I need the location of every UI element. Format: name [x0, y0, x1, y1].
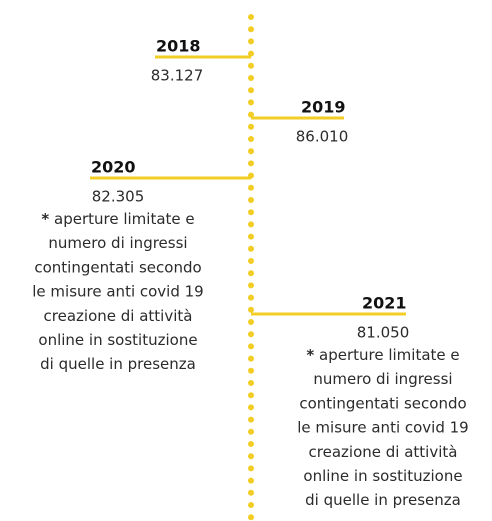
note-text: creazione di attività [44, 306, 193, 324]
note-line: di quelle in presenza [305, 491, 461, 509]
timeline-dot [248, 160, 254, 167]
timeline-dot [248, 306, 254, 313]
timeline-dot [248, 209, 254, 216]
note-text: numero di ingressi [313, 370, 452, 388]
year-label: 2019 [301, 98, 346, 117]
timeline-dot [248, 258, 254, 264]
timeline-dot [248, 453, 254, 460]
note-line: di quelle in presenza [40, 355, 196, 373]
note-text: numero di ingressi [48, 234, 187, 252]
timeline-dot [248, 75, 254, 81]
timeline-dot [248, 367, 254, 374]
value-label: 82.305 [92, 188, 145, 206]
timeline-dot [248, 62, 254, 69]
timeline-dot [248, 465, 254, 472]
timeline-dot [248, 294, 254, 301]
note-text: creazione di attività [309, 442, 458, 460]
timeline-dot [248, 331, 254, 338]
timeline-dot [248, 99, 254, 106]
note-text: le misure anti covid 19 [32, 282, 203, 300]
note-text: online in sostituzione [38, 331, 197, 349]
timeline-dot [248, 428, 254, 435]
timeline-dot [248, 477, 254, 484]
timeline-dot [248, 38, 254, 45]
timeline-dot [248, 270, 254, 277]
note-line: creazione di attività [309, 442, 458, 460]
timeline-dot [248, 111, 254, 118]
timeline-dot [248, 50, 254, 57]
timeline-dot [248, 404, 254, 411]
timeline-dot [248, 184, 254, 191]
note-marker: * [41, 210, 49, 228]
timeline-dot [248, 392, 254, 399]
value-label: 83.127 [151, 67, 204, 85]
value-label: 81.050 [357, 324, 410, 342]
year-label: 2018 [156, 37, 201, 56]
value-label: 86.010 [296, 128, 349, 146]
note-line: numero di ingressi [313, 370, 452, 388]
note-text: di quelle in presenza [305, 491, 461, 509]
note-marker: * [306, 346, 314, 364]
timeline-dot [248, 343, 254, 350]
timeline-dot [248, 221, 254, 228]
timeline-dot [248, 489, 254, 496]
timeline-dot [248, 380, 254, 386]
note-line: * aperture limitate e [41, 210, 194, 228]
timeline-dot [248, 233, 254, 240]
year-label: 2021 [362, 294, 407, 313]
note-text: di quelle in presenza [40, 355, 196, 373]
timeline-dot [248, 26, 254, 33]
note-line: numero di ingressi [48, 234, 187, 252]
note-text: online in sostituzione [303, 467, 462, 485]
note-text: aperture limitate e [54, 210, 195, 228]
timeline-dot [248, 14, 254, 20]
timeline-dot [248, 441, 254, 447]
timeline-dot [248, 245, 254, 252]
timeline-dot [248, 87, 254, 94]
note-line: contingentati secondo [34, 258, 201, 276]
timeline-dot [248, 123, 254, 130]
note-line: le misure anti covid 19 [297, 418, 468, 436]
note-text: aperture limitate e [319, 346, 460, 364]
year-label: 2020 [91, 158, 136, 177]
note-line: le misure anti covid 19 [32, 282, 203, 300]
timeline-dot [248, 355, 254, 362]
timeline-dot [248, 514, 254, 521]
timeline-dot [248, 282, 254, 289]
note-text: contingentati secondo [299, 394, 466, 412]
timeline-dot [248, 148, 254, 155]
timeline-dot [248, 136, 254, 142]
timeline-dot [248, 416, 254, 423]
note-line: online in sostituzione [303, 467, 462, 485]
note-line: creazione di attività [44, 306, 193, 324]
note-line: contingentati secondo [299, 394, 466, 412]
note-line: * aperture limitate e [306, 346, 459, 364]
note-line: online in sostituzione [38, 331, 197, 349]
timeline-dot [248, 197, 254, 203]
timeline-dot [248, 502, 254, 508]
timeline-dot [248, 319, 254, 325]
note-text: contingentati secondo [34, 258, 201, 276]
note-text: le misure anti covid 19 [297, 418, 468, 436]
